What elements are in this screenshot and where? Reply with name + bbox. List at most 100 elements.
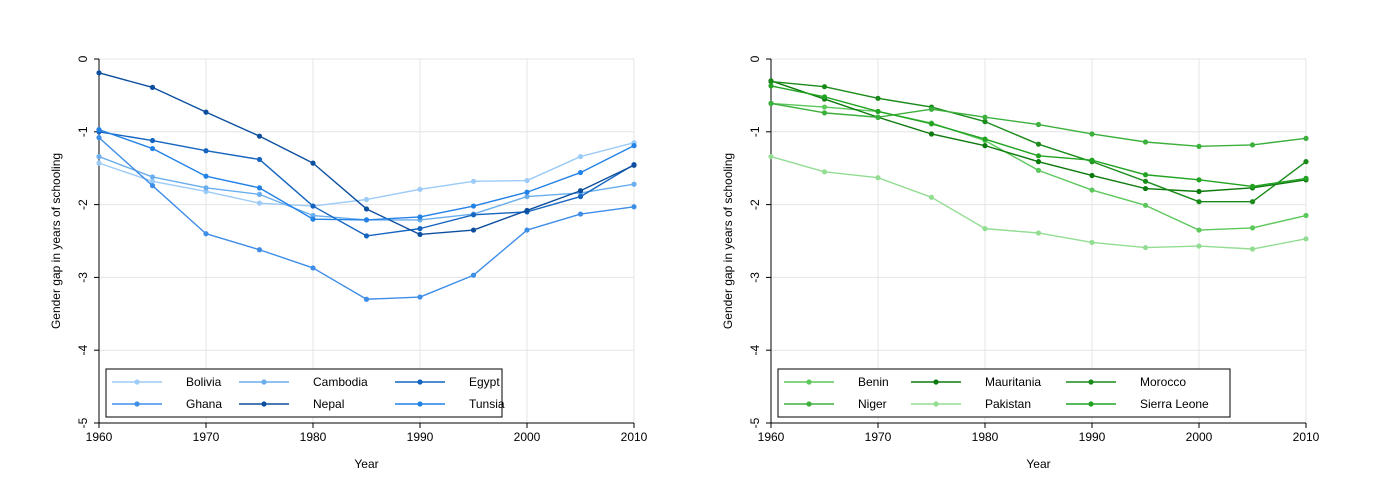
data-point-bolivia bbox=[149, 178, 156, 184]
data-point-sierra-leone bbox=[928, 121, 935, 127]
data-point-pakistan bbox=[1303, 236, 1309, 242]
y-tick-label: -4 bbox=[748, 345, 762, 356]
legend-marker-egypt bbox=[417, 379, 423, 385]
data-point-egypt bbox=[577, 193, 584, 200]
y-tick-label: -1 bbox=[76, 126, 90, 137]
data-point-cambodia bbox=[203, 185, 209, 191]
data-point-cambodia bbox=[631, 181, 637, 187]
data-point-sierra-leone bbox=[768, 83, 774, 89]
data-point-cambodia bbox=[310, 212, 316, 219]
data-point-bolivia bbox=[524, 177, 530, 184]
data-point-benin bbox=[821, 104, 828, 110]
y-tick-label: -5 bbox=[76, 417, 90, 428]
y-tick-label: 0 bbox=[748, 55, 762, 62]
legend-label-sierra-leone: Sierra Leone bbox=[1140, 397, 1209, 411]
x-tick-label: 1970 bbox=[865, 430, 892, 444]
data-point-benin bbox=[1142, 202, 1149, 208]
legend-label-pakistan: Pakistan bbox=[985, 397, 1031, 411]
data-point-benin bbox=[1196, 227, 1202, 233]
data-point-pakistan bbox=[1249, 246, 1256, 252]
x-tick-label: 1970 bbox=[193, 430, 220, 444]
y-tick-label: -3 bbox=[748, 272, 762, 283]
data-point-niger bbox=[821, 110, 828, 116]
series-pakistan bbox=[768, 153, 1309, 252]
legend-box bbox=[105, 368, 503, 418]
legend-marker-ghana bbox=[134, 401, 140, 407]
data-point-morocco bbox=[1249, 199, 1256, 205]
data-point-mauritania bbox=[928, 131, 935, 137]
data-point-tunsia bbox=[470, 203, 477, 209]
data-point-egypt bbox=[363, 233, 370, 239]
data-point-morocco bbox=[768, 78, 774, 85]
x-tick-label: 1980 bbox=[300, 430, 327, 444]
data-point-mauritania bbox=[1089, 172, 1095, 179]
data-point-ghana bbox=[310, 265, 316, 271]
data-point-egypt bbox=[310, 203, 316, 209]
data-point-niger bbox=[1303, 135, 1309, 141]
data-point-morocco bbox=[821, 84, 828, 90]
series-benin bbox=[768, 100, 1309, 233]
data-point-egypt bbox=[203, 148, 209, 154]
data-point-nepal bbox=[631, 162, 637, 168]
y-tick-label: -3 bbox=[76, 272, 90, 283]
chart-panel-2: 1960 1970 1980 1990 2000 2010 0 -1 -2 -3 -4 -5 Year G… bbox=[721, 55, 1320, 471]
x-tick-label: 2000 bbox=[1186, 430, 1213, 444]
data-point-sierra-leone bbox=[1035, 153, 1042, 159]
data-point-morocco bbox=[1196, 199, 1202, 205]
x-tick-label: 1960 bbox=[86, 430, 113, 444]
data-point-bolivia bbox=[470, 178, 477, 184]
x-tick-label: 1990 bbox=[1079, 430, 1106, 444]
legend-marker-bolivia bbox=[134, 379, 140, 385]
data-point-ghana bbox=[363, 296, 370, 302]
legend-marker-pakistan bbox=[933, 401, 939, 407]
data-point-niger bbox=[982, 114, 988, 120]
data-point-morocco bbox=[1142, 178, 1149, 184]
legend-label-morocco: Morocco bbox=[1140, 375, 1186, 389]
series-ghana bbox=[96, 135, 637, 302]
legend-label-mauritania: Mauritania bbox=[985, 375, 1041, 389]
data-point-niger bbox=[928, 106, 935, 112]
data-point-sierra-leone bbox=[1303, 175, 1309, 181]
data-point-benin bbox=[1303, 212, 1309, 219]
y-tick-label: 0 bbox=[76, 55, 90, 62]
data-point-tunsia bbox=[149, 145, 156, 152]
legend-label-egypt: Egypt bbox=[469, 375, 500, 389]
x-tick-label: 1960 bbox=[758, 430, 785, 444]
data-point-sierra-leone bbox=[821, 94, 828, 100]
y-axis-title: Gender gap in years of schooling bbox=[721, 153, 735, 329]
data-point-tunsia bbox=[310, 216, 316, 222]
data-point-nepal bbox=[256, 133, 263, 139]
legend-label-benin: Benin bbox=[858, 375, 889, 389]
legend-marker-niger bbox=[806, 401, 812, 407]
legend-marker-cambodia bbox=[261, 379, 267, 385]
data-point-morocco bbox=[1303, 159, 1309, 165]
series-sierra-leone bbox=[768, 83, 1309, 189]
data-point-niger bbox=[1196, 143, 1202, 149]
y-axis-title: Gender gap in years of schooling bbox=[49, 153, 63, 329]
data-point-mauritania bbox=[982, 143, 988, 149]
data-point-pakistan bbox=[768, 153, 774, 160]
legend-label-bolivia: Bolivia bbox=[186, 375, 222, 389]
data-point-bolivia bbox=[203, 188, 209, 195]
data-point-egypt bbox=[417, 226, 423, 232]
data-point-morocco bbox=[982, 119, 988, 125]
data-point-ghana bbox=[524, 227, 530, 233]
x-tick-label: 1990 bbox=[407, 430, 434, 444]
x-tick-label: 1980 bbox=[972, 430, 999, 444]
data-point-egypt bbox=[470, 212, 477, 218]
data-point-pakistan bbox=[875, 175, 881, 181]
data-point-sierra-leone bbox=[1089, 157, 1095, 163]
data-point-nepal bbox=[363, 206, 370, 212]
legend-label-cambodia: Cambodia bbox=[313, 375, 368, 389]
legend-marker-benin bbox=[806, 379, 812, 385]
series-nepal bbox=[96, 70, 637, 238]
data-point-nepal bbox=[203, 109, 209, 115]
data-point-sierra-leone bbox=[1142, 172, 1149, 178]
data-point-ghana bbox=[96, 135, 102, 141]
data-point-egypt bbox=[149, 137, 156, 144]
data-point-niger bbox=[1142, 139, 1149, 145]
data-point-pakistan bbox=[1089, 239, 1095, 246]
data-point-tunsia bbox=[96, 127, 102, 133]
data-point-ghana bbox=[631, 204, 637, 210]
